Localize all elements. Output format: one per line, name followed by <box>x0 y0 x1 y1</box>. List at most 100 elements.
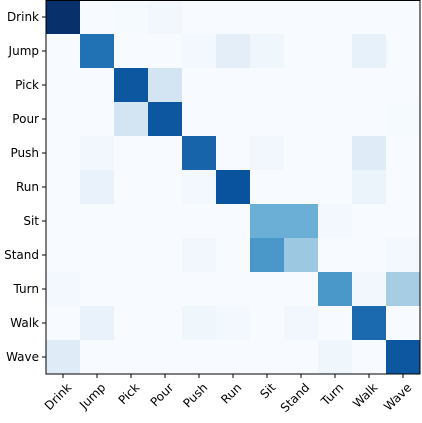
heatmap-cell-run-turn <box>318 170 353 205</box>
heatmap-cell-jump-pour <box>148 34 183 69</box>
heatmap-cell-drink-turn <box>318 0 353 35</box>
heatmap-cell-sit-push <box>182 204 217 239</box>
heatmap-cell-push-drink <box>46 136 81 171</box>
heatmap-cell-jump-push <box>182 34 217 69</box>
heatmap-cell-pour-push <box>182 102 217 137</box>
heatmap-cell-pour-wave <box>386 102 421 137</box>
heatmap-cell-push-sit <box>250 136 285 171</box>
y-tick-label-jump: Jump <box>8 44 39 58</box>
heatmap-cell-walk-drink <box>46 306 81 341</box>
heatmap-cell-walk-pour <box>148 306 183 341</box>
heatmap-cell-run-wave <box>386 170 421 205</box>
heatmap-cell-jump-stand <box>284 34 319 69</box>
heatmap-cell-run-sit <box>250 170 285 205</box>
y-tick-label-drink: Drink <box>7 10 39 24</box>
heatmap-cell-pour-run <box>216 102 251 137</box>
heatmap-cell-stand-walk <box>352 238 387 273</box>
heatmap-cell-jump-run <box>216 34 251 69</box>
heatmap-cell-turn-stand <box>284 272 319 307</box>
heatmap-cell-jump-pick <box>114 34 149 69</box>
heatmap-cell-wave-pick <box>114 340 149 375</box>
heatmap-cell-run-walk <box>352 170 387 205</box>
heatmap-cell-drink-pour <box>148 0 183 35</box>
heatmap-cell-pick-push <box>182 68 217 103</box>
heatmap-cell-walk-turn <box>318 306 353 341</box>
heatmap-cell-turn-wave <box>386 272 421 307</box>
heatmap-cell-turn-turn <box>318 272 353 307</box>
heatmap-cell-turn-pick <box>114 272 149 307</box>
heatmap-cell-pick-wave <box>386 68 421 103</box>
y-tick-label-walk: Walk <box>10 316 39 330</box>
heatmap-cell-wave-turn <box>318 340 353 375</box>
heatmap-cell-push-push <box>182 136 217 171</box>
heatmap-cell-jump-jump <box>80 34 115 69</box>
heatmap-cell-push-jump <box>80 136 115 171</box>
heatmap-cell-sit-walk <box>352 204 387 239</box>
heatmap-cell-jump-drink <box>46 34 81 69</box>
heatmap-cell-pick-sit <box>250 68 285 103</box>
heatmap-cell-drink-wave <box>386 0 421 35</box>
x-tick-label-pour: Pour <box>148 380 177 409</box>
heatmap-cell-drink-stand <box>284 0 319 35</box>
heatmap-cell-pick-stand <box>284 68 319 103</box>
heatmap-cell-run-jump <box>80 170 115 205</box>
heatmap-cell-run-pick <box>114 170 149 205</box>
heatmap-cell-walk-pick <box>114 306 149 341</box>
heatmap-cell-push-pick <box>114 136 149 171</box>
heatmap-cell-sit-stand <box>284 204 319 239</box>
x-tick-label-turn: Turn <box>318 380 347 409</box>
heatmap-cells <box>46 0 421 375</box>
x-tick-label-jump: Jump <box>76 380 108 412</box>
heatmap-cell-sit-drink <box>46 204 81 239</box>
y-tick-label-pick: Pick <box>15 78 39 92</box>
heatmap-cell-turn-walk <box>352 272 387 307</box>
heatmap-cell-sit-turn <box>318 204 353 239</box>
heatmap-cell-push-pour <box>148 136 183 171</box>
heatmap-cell-stand-turn <box>318 238 353 273</box>
heatmap-cell-jump-walk <box>352 34 387 69</box>
y-tick-label-wave: Wave <box>6 350 39 364</box>
x-tick-label-run: Run <box>218 380 244 406</box>
heatmap-cell-stand-push <box>182 238 217 273</box>
x-tick-label-wave: Wave <box>381 380 414 413</box>
heatmap-cell-wave-push <box>182 340 217 375</box>
y-tick-label-stand: Stand <box>4 248 39 262</box>
heatmap-cell-wave-stand <box>284 340 319 375</box>
heatmap-cell-walk-sit <box>250 306 285 341</box>
heatmap-cell-run-pour <box>148 170 183 205</box>
heatmap-cell-run-drink <box>46 170 81 205</box>
y-tick-label-turn: Turn <box>13 282 39 296</box>
heatmap-cell-walk-stand <box>284 306 319 341</box>
x-tick-label-drink: Drink <box>42 380 75 413</box>
heatmap-cell-pour-walk <box>352 102 387 137</box>
heatmap-cell-pour-sit <box>250 102 285 137</box>
heatmap-cell-drink-push <box>182 0 217 35</box>
heatmap-cell-push-turn <box>318 136 353 171</box>
heatmap-cell-sit-sit <box>250 204 285 239</box>
heatmap-cell-push-run <box>216 136 251 171</box>
heatmap-cell-walk-walk <box>352 306 387 341</box>
heatmap-cell-wave-pour <box>148 340 183 375</box>
heatmap-cell-turn-drink <box>46 272 81 307</box>
heatmap-cell-pick-walk <box>352 68 387 103</box>
heatmap-cell-stand-stand <box>284 238 319 273</box>
heatmap-cell-run-push <box>182 170 217 205</box>
x-tick-label-stand: Stand <box>278 380 313 415</box>
heatmap-cell-turn-push <box>182 272 217 307</box>
heatmap-cell-stand-sit <box>250 238 285 273</box>
heatmap-cell-sit-pour <box>148 204 183 239</box>
heatmap-cell-drink-jump <box>80 0 115 35</box>
heatmap-cell-walk-push <box>182 306 217 341</box>
heatmap-cell-wave-run <box>216 340 251 375</box>
x-tick-label-pick: Pick <box>116 380 143 407</box>
heatmap-cell-stand-wave <box>386 238 421 273</box>
heatmap-cell-turn-jump <box>80 272 115 307</box>
heatmap-cell-stand-jump <box>80 238 115 273</box>
heatmap-cell-push-stand <box>284 136 319 171</box>
heatmap-cell-pour-drink <box>46 102 81 137</box>
heatmap-cell-walk-run <box>216 306 251 341</box>
heatmap-cell-pour-turn <box>318 102 353 137</box>
heatmap-cell-drink-pick <box>114 0 149 35</box>
heatmap-cell-wave-sit <box>250 340 285 375</box>
